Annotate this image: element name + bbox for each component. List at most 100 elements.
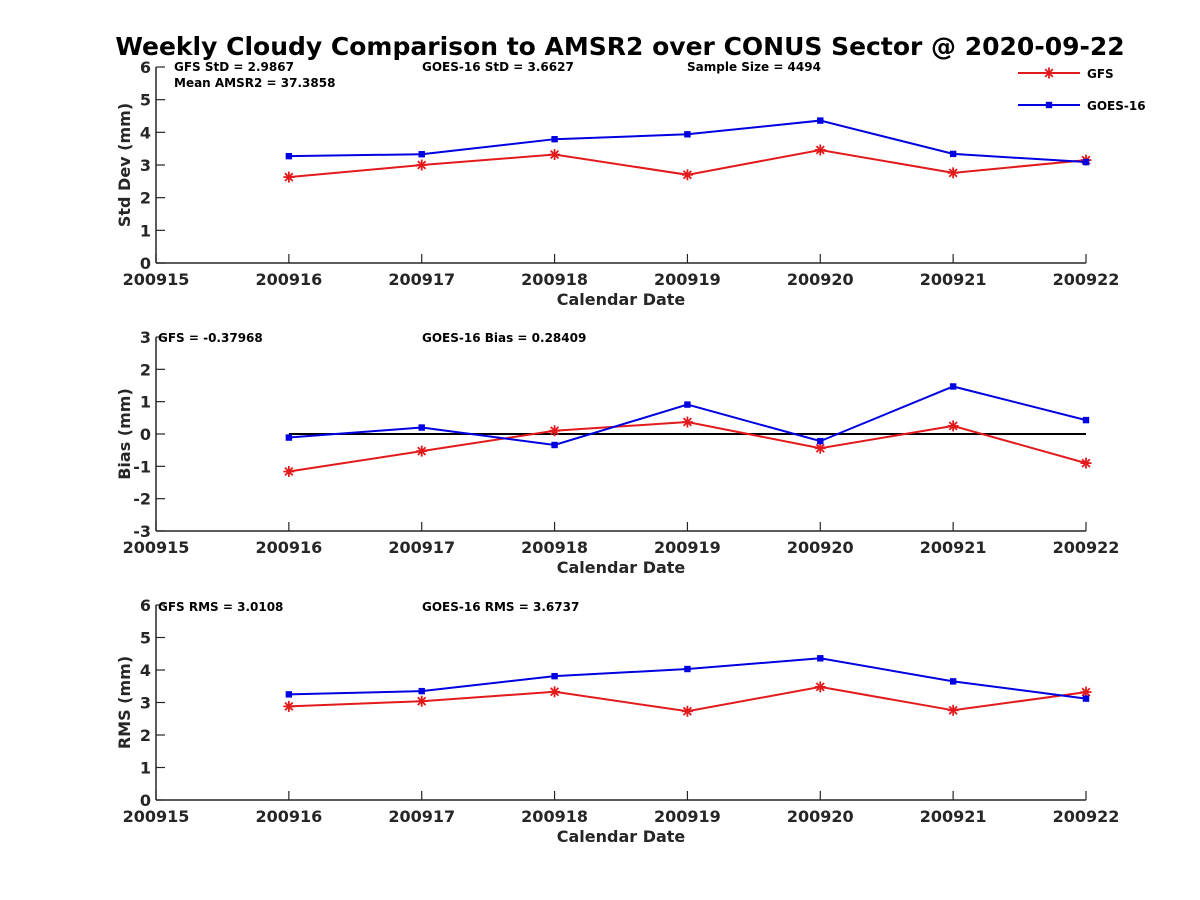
y-axis-label: RMS (mm): [115, 656, 134, 749]
panel-1: 0 1 2 3 4 5 6 200915 200916 200917 200918 200919 200…: [115, 58, 1119, 309]
data-point: [551, 441, 558, 449]
y-tick-label: 0: [140, 425, 151, 444]
data-point: [681, 705, 693, 717]
series-line: [288, 657, 1087, 700]
x-tick-label: 200922: [1053, 807, 1120, 826]
x-tick-label: 200915: [123, 538, 190, 557]
data-point: [684, 131, 691, 138]
data-point: [285, 691, 293, 698]
x-axis-label: Calendar Date: [557, 290, 686, 309]
legend-marker: [1043, 67, 1055, 79]
data-point: [549, 149, 561, 161]
data-point: [549, 686, 561, 698]
legend-marker: [1045, 101, 1053, 109]
stat-annotation: GOES-16 RMS = 3.6737: [422, 600, 579, 614]
data-point: [1082, 416, 1090, 424]
legend-label: GFS: [1087, 67, 1114, 81]
series-gfs: [283, 144, 1092, 183]
y-tick-label: 6: [140, 596, 151, 615]
data-point: [551, 135, 558, 143]
y-tick-label: -2: [133, 490, 151, 509]
y-tick-label: 1: [140, 759, 151, 778]
y-tick-label: 1: [140, 221, 151, 240]
x-tick-label: 200918: [521, 807, 588, 826]
series-gfs: [283, 416, 1092, 478]
data-point: [416, 445, 428, 457]
data-point: [684, 401, 691, 408]
x-tick-label: 200916: [255, 807, 322, 826]
x-tick-label: 200920: [787, 807, 854, 826]
data-point: [814, 442, 826, 454]
data-point: [283, 171, 295, 183]
y-tick-label: 2: [140, 189, 151, 208]
data-point: [814, 144, 826, 156]
x-tick-label: 200919: [654, 538, 721, 557]
y-tick-label: 5: [140, 91, 151, 110]
data-point: [684, 665, 691, 673]
y-tick-label: 1: [140, 393, 151, 412]
y-tick-label: 5: [140, 629, 151, 648]
data-point: [949, 150, 957, 158]
x-tick-label: 200921: [920, 538, 987, 557]
data-point: [285, 434, 293, 441]
x-tick-label: 200916: [255, 538, 322, 557]
series-goes-16: [285, 655, 1090, 702]
y-axis-label: Std Dev (mm): [115, 103, 134, 227]
x-tick-label: 200921: [920, 270, 987, 289]
data-point: [416, 695, 428, 707]
chart-title: Weekly Cloudy Comparison to AMSR2 over C…: [115, 32, 1124, 61]
y-tick-label: 2: [140, 360, 151, 379]
y-tick-label: 4: [140, 123, 151, 142]
data-point: [1082, 695, 1090, 702]
x-tick-label: 200918: [521, 270, 588, 289]
y-tick-label: 4: [140, 661, 151, 680]
x-tick-label: 200915: [123, 270, 190, 289]
y-tick-label: 3: [140, 328, 151, 347]
panel-2: -3 -2 -1 0 1 2 3 200915 200916 200917 200918 200919…: [115, 328, 1119, 577]
data-point: [949, 383, 957, 390]
stat-annotation: Sample Size = 4494: [687, 60, 821, 74]
y-tick-label: 3: [140, 156, 151, 175]
x-tick-label: 200920: [787, 270, 854, 289]
x-tick-label: 200919: [654, 270, 721, 289]
data-point: [947, 167, 959, 179]
panel-3: 0 1 2 3 4 5 6 200915 200916 200917 200918 200919 200…: [115, 596, 1119, 846]
legend-label: GOES-16: [1087, 99, 1146, 113]
data-point: [947, 704, 959, 716]
data-point: [418, 687, 425, 695]
series-line: [288, 385, 1087, 447]
legend-entry-gfs: GFS: [1018, 67, 1114, 81]
x-tick-label: 200917: [388, 270, 455, 289]
data-point: [814, 681, 826, 693]
y-tick-label: 0: [140, 254, 151, 273]
series-gfs: [283, 681, 1092, 717]
data-point: [418, 151, 425, 158]
x-tick-label: 200922: [1053, 270, 1120, 289]
y-tick-label: -3: [133, 522, 151, 541]
data-point: [416, 159, 428, 171]
x-tick-label: 200917: [388, 807, 455, 826]
x-tick-label: 200921: [920, 807, 987, 826]
stat-annotation: GOES-16 StD = 3.6627: [422, 60, 574, 74]
x-tick-label: 200917: [388, 538, 455, 557]
y-tick-label: 6: [140, 58, 151, 77]
data-point: [817, 117, 824, 124]
x-tick-label: 200916: [255, 270, 322, 289]
data-point: [949, 678, 957, 685]
stat-annotation: GFS = -0.37968: [158, 331, 263, 345]
data-point: [285, 152, 293, 160]
x-tick-label: 200922: [1053, 538, 1120, 557]
legend: GFS GOES-16: [1018, 67, 1146, 113]
data-point: [1080, 457, 1092, 469]
data-point: [817, 655, 824, 662]
data-point: [681, 169, 693, 181]
x-tick-label: 200918: [521, 538, 588, 557]
stat-annotation: Mean AMSR2 = 37.3858: [174, 76, 335, 90]
x-axis-label: Calendar Date: [557, 558, 686, 577]
series-goes-16: [285, 117, 1090, 166]
x-axis-label: Calendar Date: [557, 827, 686, 846]
chart-panels: 0 1 2 3 4 5 6 200915 200916 200917 200918 200919 200…: [115, 58, 1119, 846]
series-line: [288, 119, 1087, 164]
stat-annotation: GFS RMS = 3.0108: [158, 600, 283, 614]
